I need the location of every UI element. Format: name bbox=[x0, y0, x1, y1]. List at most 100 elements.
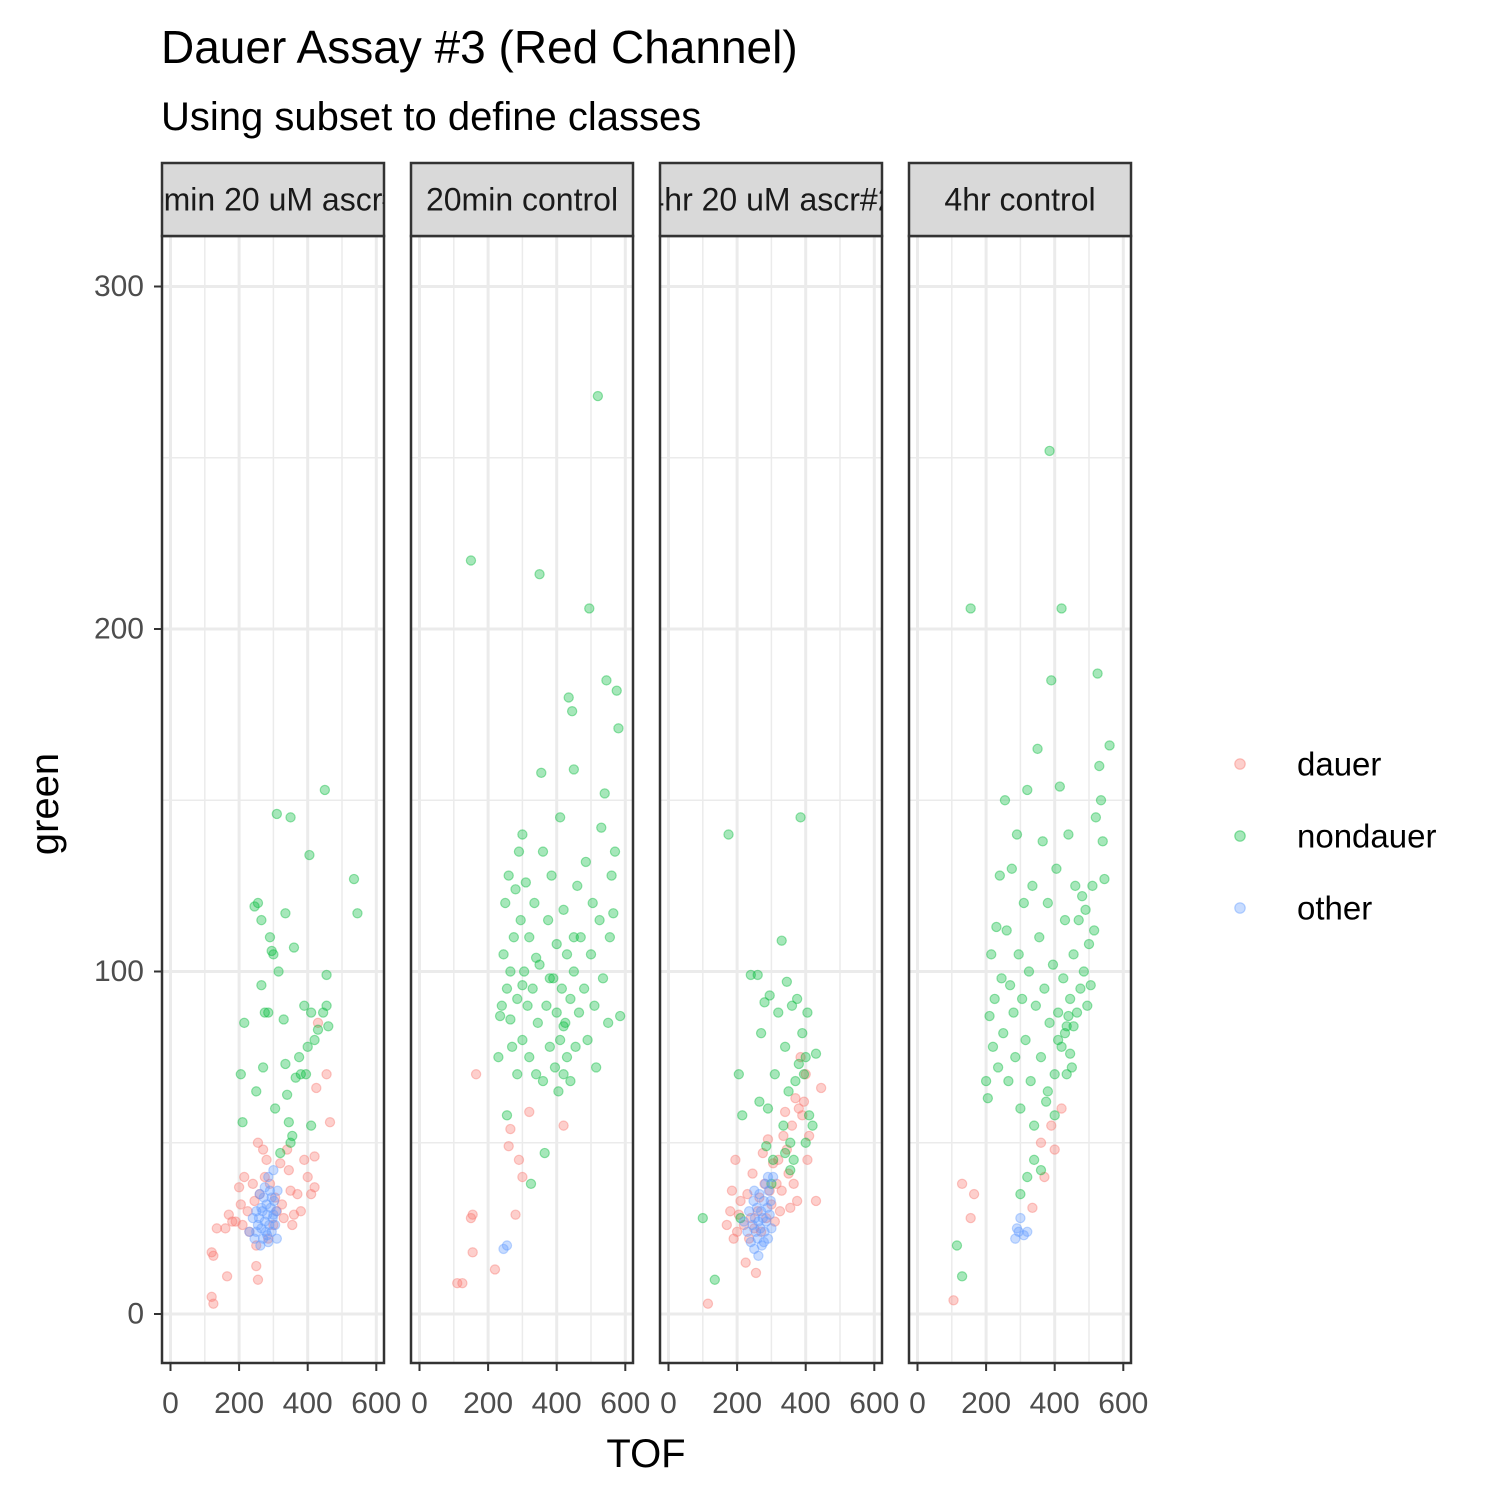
data-point-nondauer bbox=[309, 1034, 320, 1046]
data-point-nondauer bbox=[493, 1051, 504, 1063]
data-point-nondauer bbox=[697, 1212, 709, 1224]
data-point-nondauer bbox=[266, 945, 277, 957]
data-point-nondauer bbox=[735, 1212, 746, 1224]
data-point-nondauer bbox=[986, 949, 997, 960]
data-point-nondauer bbox=[1056, 603, 1067, 614]
data-point-dauer bbox=[798, 1096, 810, 1107]
data-point-other bbox=[762, 1233, 774, 1244]
data-point-dauer bbox=[457, 1277, 468, 1289]
data-point-nondauer bbox=[1088, 925, 1100, 936]
data-point-nondauer bbox=[558, 1021, 569, 1032]
data-point-other bbox=[251, 1206, 262, 1217]
data-point-other bbox=[742, 1226, 753, 1238]
data-point-nondauer bbox=[542, 914, 554, 926]
data-point-nondauer bbox=[505, 1014, 516, 1025]
data-point-dauer bbox=[503, 1140, 514, 1152]
data-point-nondauer bbox=[264, 932, 276, 943]
data-point-other bbox=[266, 1226, 277, 1238]
data-point-nondauer bbox=[1059, 914, 1071, 926]
data-point-dauer bbox=[309, 1151, 320, 1162]
data-point-nondauer bbox=[606, 870, 617, 881]
data-point-nondauer bbox=[561, 1051, 573, 1063]
data-point-dauer bbox=[208, 1250, 219, 1261]
data-point-nondauer bbox=[1085, 980, 1096, 991]
data-point-nondauer bbox=[269, 1103, 281, 1114]
data-point-dauer bbox=[467, 1247, 478, 1258]
data-point-other bbox=[257, 1206, 268, 1217]
data-point-other bbox=[253, 1212, 265, 1224]
data-point-dauer bbox=[510, 1209, 521, 1220]
data-point-nondauer bbox=[1058, 973, 1069, 984]
data-point-nondauer bbox=[551, 938, 562, 950]
data-point-dauer bbox=[233, 1182, 245, 1193]
data-point-dauer bbox=[257, 1144, 269, 1155]
data-point-nondauer bbox=[299, 1000, 310, 1011]
data-point-other bbox=[756, 1240, 767, 1251]
data-point-other bbox=[262, 1230, 273, 1241]
data-point-nondauer bbox=[304, 849, 315, 861]
data-point-dauer bbox=[764, 1185, 775, 1196]
data-point-dauer bbox=[558, 1120, 569, 1131]
data-point-nondauer bbox=[767, 1154, 779, 1166]
data-point-other bbox=[264, 1219, 275, 1231]
data-point-nondauer bbox=[1061, 1069, 1072, 1080]
x-tick-label: 600 bbox=[849, 1387, 899, 1420]
facet-strip-label: 4hr 20 uM ascr#2 bbox=[646, 182, 895, 218]
data-point-dauer bbox=[754, 1192, 765, 1203]
data-point-nondauer bbox=[558, 1069, 569, 1080]
x-tick-label: 200 bbox=[961, 1387, 1011, 1420]
data-point-other bbox=[256, 1202, 267, 1214]
data-point-dauer bbox=[750, 1267, 762, 1279]
data-point-nondauer bbox=[1011, 829, 1023, 840]
data-point-nondauer bbox=[1052, 1034, 1064, 1046]
data-point-nondauer bbox=[530, 952, 542, 964]
y-tick-label: 200 bbox=[94, 613, 144, 646]
data-point-nondauer bbox=[285, 1137, 296, 1148]
x-tick-label: 0 bbox=[162, 1387, 179, 1420]
data-point-nondauer bbox=[778, 1120, 789, 1131]
data-point-nondauer bbox=[256, 914, 267, 926]
data-point-nondauer bbox=[759, 997, 770, 1008]
data-point-nondauer bbox=[532, 1017, 544, 1029]
data-point-dauer bbox=[761, 1212, 772, 1224]
data-point-nondauer bbox=[602, 1017, 614, 1029]
data-point-dauer bbox=[730, 1154, 741, 1166]
data-point-dauer bbox=[810, 1195, 822, 1207]
data-point-other bbox=[270, 1206, 282, 1217]
data-point-dauer bbox=[288, 1209, 300, 1220]
data-point-dauer bbox=[774, 1206, 786, 1217]
data-point-dauer bbox=[743, 1233, 755, 1244]
data-point-dauer bbox=[254, 1188, 265, 1200]
data-point-dauer bbox=[757, 1147, 769, 1159]
data-point-nondauer bbox=[1035, 1164, 1047, 1176]
legend-item-dauer: dauer bbox=[1234, 746, 1381, 783]
data-point-nondauer bbox=[802, 1007, 813, 1018]
data-point-nondauer bbox=[512, 993, 523, 1005]
data-point-nondauer bbox=[1018, 897, 1030, 909]
data-point-other bbox=[265, 1202, 276, 1214]
data-point-nondauer bbox=[565, 993, 576, 1005]
data-point-nondauer bbox=[951, 1240, 963, 1251]
data-point-nondauer bbox=[235, 1069, 247, 1080]
data-point-other bbox=[749, 1243, 760, 1255]
data-point-nondauer bbox=[1090, 812, 1102, 823]
data-point-nondauer bbox=[982, 1093, 994, 1104]
data-point-other bbox=[260, 1226, 272, 1238]
data-point-nondauer bbox=[572, 880, 583, 892]
data-point-nondauer bbox=[271, 808, 283, 820]
data-point-dauer bbox=[309, 1182, 320, 1193]
data-point-nondauer bbox=[1020, 1034, 1031, 1046]
data-point-dauer bbox=[776, 1185, 787, 1196]
data-point-nondauer bbox=[611, 685, 622, 696]
data-point-nondauer bbox=[494, 1010, 506, 1022]
data-point-nondauer bbox=[1075, 983, 1086, 994]
data-point-nondauer bbox=[800, 1137, 811, 1148]
data-point-nondauer bbox=[1001, 925, 1012, 936]
data-point-nondauer bbox=[553, 1086, 564, 1097]
data-point-other bbox=[762, 1202, 773, 1214]
data-point-nondauer bbox=[755, 1027, 767, 1039]
data-point-nondauer bbox=[352, 908, 363, 919]
data-point-nondauer bbox=[582, 1034, 593, 1046]
data-point-other bbox=[764, 1209, 775, 1220]
data-point-nondauer bbox=[549, 1062, 561, 1073]
